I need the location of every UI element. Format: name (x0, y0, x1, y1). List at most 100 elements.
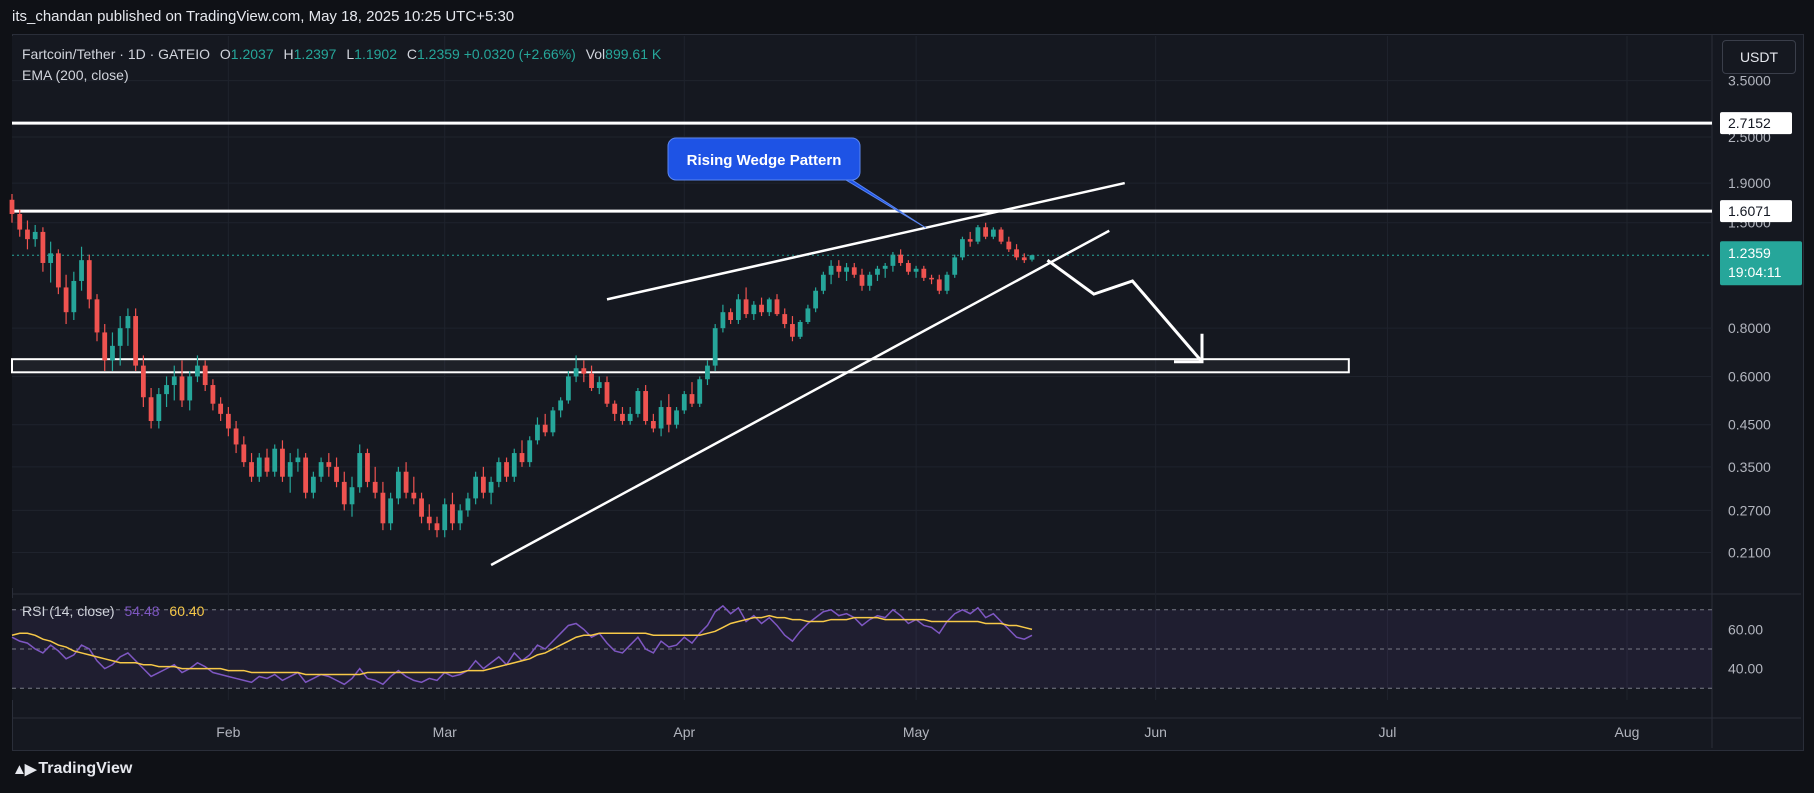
candle-down (233, 428, 239, 445)
candle-down (650, 421, 656, 429)
ema-legend[interactable]: EMA (200, close) (22, 67, 129, 83)
brand-name: TradingView (38, 760, 133, 777)
candle-down (743, 299, 749, 315)
candle-up (71, 280, 77, 313)
candle-down (326, 462, 332, 467)
rsi-label[interactable]: RSI (14, close) (22, 603, 115, 619)
candle-up (117, 328, 123, 346)
high-value: 1.2397 (293, 46, 337, 62)
candle-down (859, 274, 865, 286)
candle-down (604, 382, 610, 404)
candle-up (635, 391, 641, 414)
level-price-label: 1.6071 (1728, 203, 1771, 219)
candle-up (310, 476, 316, 493)
candle-down (17, 214, 23, 230)
candle-up (164, 385, 169, 395)
candle-up (550, 410, 556, 433)
candle-up (32, 231, 38, 240)
candle-up (496, 462, 502, 482)
candle-down (774, 299, 780, 315)
rsi-tick-label: 60.00 (1728, 621, 1763, 637)
candle-down (612, 403, 618, 414)
candle-up (867, 274, 873, 286)
candle-down (921, 268, 927, 278)
candle-down (589, 373, 594, 389)
candle-down (225, 413, 231, 429)
current-price-badge (1720, 241, 1802, 286)
candle-down (40, 231, 46, 263)
high-label: H (283, 46, 294, 62)
candle-down (403, 471, 409, 493)
candle-up (627, 413, 633, 422)
tradingview-logo[interactable]: ▲▶ TradingView (12, 760, 132, 778)
candle-down (790, 324, 795, 337)
currency-button[interactable]: USDT (1722, 40, 1796, 74)
candle-down (411, 492, 417, 499)
low-label: L (346, 46, 355, 62)
candle-up (674, 410, 679, 425)
candle-up (596, 382, 602, 389)
time-tick-label: Feb (216, 724, 240, 740)
price-tick-label: 0.2700 (1728, 502, 1771, 518)
candle-up (558, 400, 564, 411)
candle-down (25, 229, 30, 240)
volume-value: 899.61 K (605, 46, 662, 62)
projected-drop-path (1046, 258, 1204, 363)
candle-up (766, 299, 772, 313)
candle-up (287, 462, 293, 477)
candle-down (210, 385, 216, 404)
wedge-upper-line (606, 181, 1126, 301)
time-tick-label: Mar (433, 724, 457, 740)
candle-up (844, 267, 849, 272)
price-tick-label: 0.2100 (1728, 545, 1771, 561)
candle-up (681, 394, 687, 411)
candle-down (967, 239, 973, 242)
candle-up (990, 229, 996, 237)
level-price-tag (1720, 200, 1792, 223)
candle-up (658, 407, 664, 429)
price-tick-label: 3.5000 (1728, 73, 1771, 89)
candle-down (94, 299, 100, 333)
time-tick-label: Jun (1144, 724, 1167, 740)
open-value: 1.2037 (230, 46, 274, 62)
price-tick-label: 1.9000 (1728, 175, 1771, 191)
candle-up (805, 308, 811, 323)
candle-down (334, 466, 339, 482)
candle-down (666, 407, 672, 425)
candle-up (488, 481, 494, 493)
time-tick-label: Aug (1615, 724, 1640, 740)
candle-up (565, 376, 571, 401)
candle-up (473, 476, 479, 499)
candle-down (434, 523, 440, 531)
candle-up (813, 290, 819, 309)
candle-down (102, 332, 108, 361)
candle-up (511, 453, 517, 477)
candle-down (341, 481, 347, 505)
candle-down (782, 314, 788, 325)
candle-down (759, 304, 764, 313)
level-price-label: 2.7152 (1728, 115, 1771, 131)
candle-down (542, 424, 548, 433)
candle-down (643, 391, 649, 422)
candle-up (256, 457, 262, 477)
time-tick-label: Apr (673, 724, 695, 740)
candle-up (395, 471, 401, 499)
time-tick-label: Jul (1379, 724, 1397, 740)
rsi-tick-label: 40.00 (1728, 661, 1763, 677)
candle-up (944, 274, 950, 291)
candle-up (960, 239, 965, 258)
candle-up (573, 368, 579, 377)
candle-up (110, 345, 115, 361)
open-label: O (219, 46, 231, 62)
candle-up (697, 379, 703, 404)
candle-down (264, 457, 270, 472)
candle-down (179, 376, 185, 401)
low-value: 1.1902 (354, 46, 397, 62)
candle-down (983, 227, 989, 237)
price-pane (12, 36, 1712, 588)
candle-up (357, 453, 363, 488)
candle-up (913, 268, 919, 272)
time-tick-label: May (903, 724, 929, 740)
candle-up (388, 498, 394, 524)
